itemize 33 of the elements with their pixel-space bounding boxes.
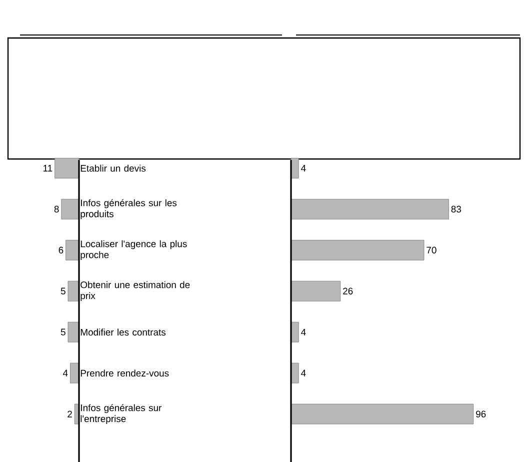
bar bbox=[66, 240, 80, 260]
bar bbox=[68, 322, 80, 342]
data-label: 4 bbox=[62, 370, 68, 376]
y-tick-label: Infos générales sur les produits bbox=[80, 199, 177, 220]
data-label: 6 bbox=[58, 246, 64, 254]
bar bbox=[54, 158, 80, 178]
bar bbox=[290, 362, 299, 384]
data-label: 2 bbox=[68, 410, 72, 418]
bar bbox=[68, 280, 80, 302]
bar bbox=[290, 240, 424, 260]
bar bbox=[290, 158, 299, 178]
y-tick-label: Obtenir une estimation de prix bbox=[80, 281, 190, 302]
data-label: 4 bbox=[301, 164, 306, 172]
data-label: 4 bbox=[301, 328, 306, 336]
bar bbox=[290, 280, 341, 302]
data-label: 96 bbox=[476, 410, 486, 418]
y-tick-label: Localiser l'agence la plus proche bbox=[80, 240, 187, 260]
data-label: 11 bbox=[44, 164, 52, 172]
y-tick-label: Modifier les contrats bbox=[80, 328, 166, 336]
bar bbox=[290, 404, 474, 424]
data-label: 83 bbox=[451, 206, 462, 213]
data-label: 8 bbox=[54, 206, 59, 213]
y-tick-label: Infos générales sur l'entreprise bbox=[80, 404, 162, 424]
bar bbox=[61, 198, 80, 220]
data-label: 26 bbox=[343, 288, 353, 294]
bar bbox=[290, 198, 449, 220]
data-label: 4 bbox=[301, 370, 306, 376]
y-tick-label: Etablir un devis bbox=[80, 164, 146, 172]
y-tick-label: Prendre rendez-vous bbox=[80, 370, 169, 377]
data-label: 5 bbox=[60, 288, 66, 294]
data-label: 70 bbox=[426, 246, 436, 254]
bar bbox=[70, 362, 80, 384]
data-label: 5 bbox=[60, 328, 66, 336]
